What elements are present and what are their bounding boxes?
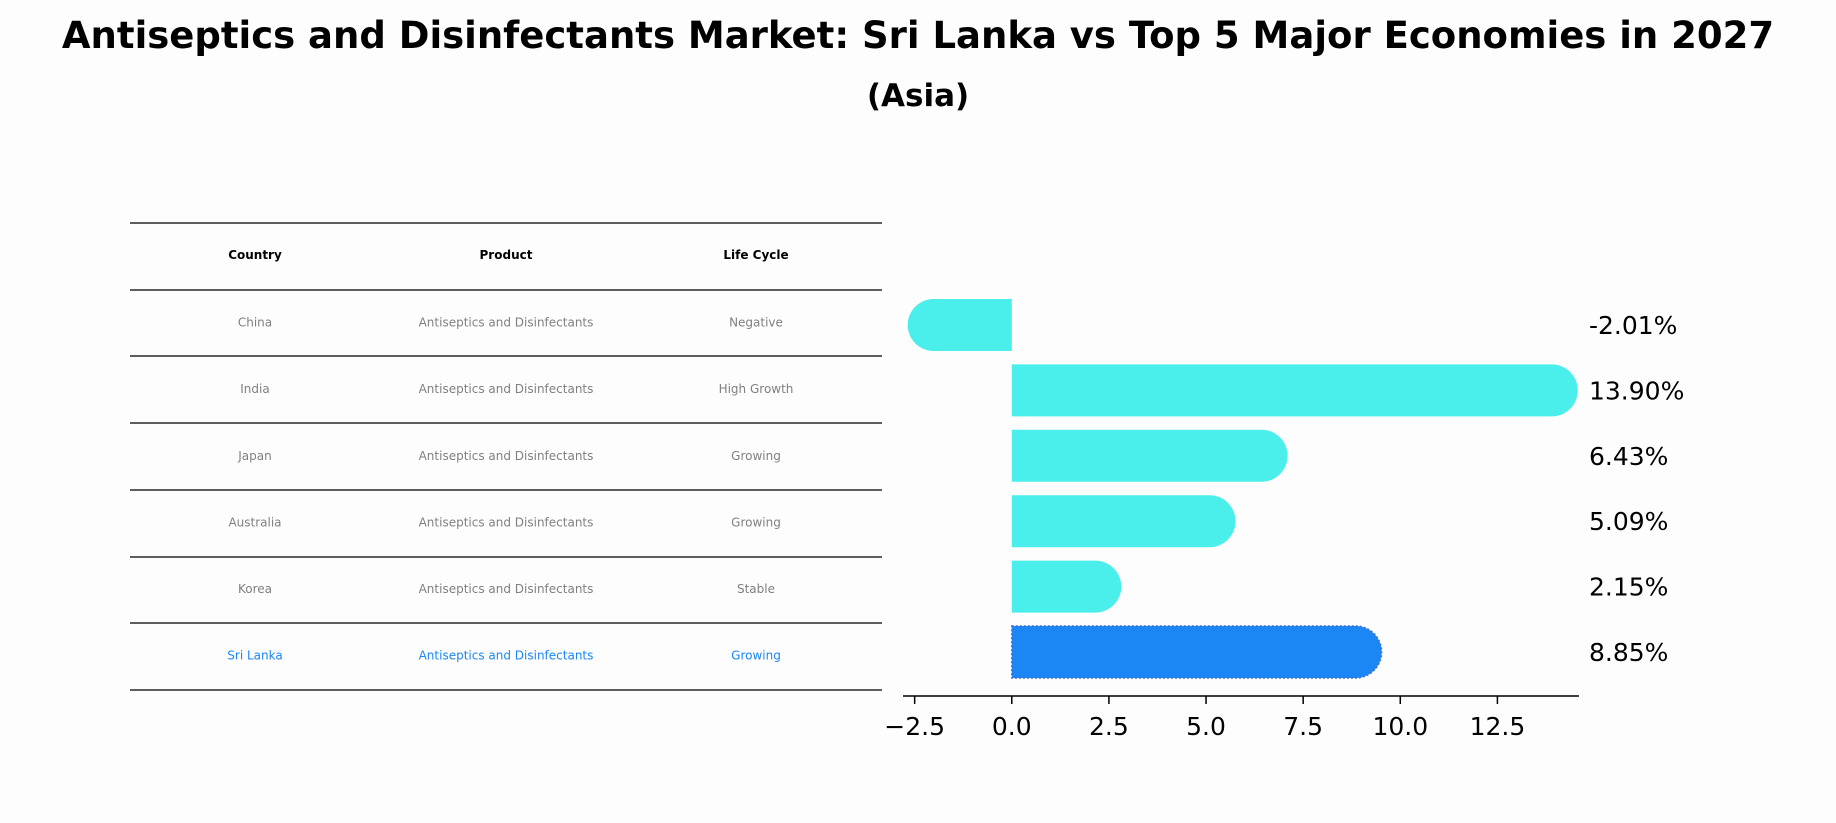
table-cell-country: Sri Lanka xyxy=(227,649,282,663)
data-table: Country Product Life Cycle China Antiseptics… xyxy=(130,222,882,691)
x-tick-label: 7.5 xyxy=(1283,712,1323,741)
table-cell-country: Korea xyxy=(238,582,272,596)
bar-value-label: 2.15% xyxy=(1589,573,1668,602)
x-tick-label: 5.0 xyxy=(1186,712,1226,741)
table-cell-life-cycle: Growing xyxy=(731,449,781,463)
bar-china xyxy=(907,299,1012,351)
country-header: Country xyxy=(228,248,282,262)
bar-value-label: 5.09% xyxy=(1589,507,1668,536)
product-header: Product xyxy=(480,248,533,262)
x-tick-label: 12.5 xyxy=(1470,712,1526,741)
table-cell-country: Australia xyxy=(228,515,281,529)
bar-japan xyxy=(1011,429,1288,482)
bar-korea xyxy=(1011,560,1122,613)
bar-australia xyxy=(1011,495,1236,548)
table-cell-product: Antiseptics and Disinfectants xyxy=(419,582,594,596)
table-cell-country: Japan xyxy=(237,449,271,463)
bar-value-label: 8.85% xyxy=(1589,638,1668,667)
x-tick-label: 0.0 xyxy=(992,712,1032,741)
table-cell-life-cycle: Stable xyxy=(737,582,775,596)
bar-value-label: 13.90% xyxy=(1589,376,1684,405)
table-cell-life-cycle: Growing xyxy=(731,649,781,663)
bar-sri-lanka xyxy=(1011,625,1383,679)
chart-title: Antiseptics and Disinfectants Market: Sr… xyxy=(61,14,1775,57)
table-cell-life-cycle: High Growth xyxy=(719,382,794,396)
x-tick-label: −2.5 xyxy=(884,712,945,741)
table-cell-life-cycle: Negative xyxy=(729,316,783,330)
bar-chart: -2.01% 13.90% 6.43% 5.09% 2.15% 8.85% −2.5 0.0 2… xyxy=(884,299,1684,741)
table-cell-life-cycle: Growing xyxy=(731,515,781,529)
bar-value-label: 6.43% xyxy=(1589,442,1668,471)
table-cell-country: India xyxy=(240,382,269,396)
chart-subtitle: (Asia) xyxy=(866,78,970,114)
bar-value-label: -2.01% xyxy=(1589,311,1677,340)
table-cell-product: Antiseptics and Disinfectants xyxy=(419,382,594,396)
x-tick-label: 2.5 xyxy=(1089,712,1129,741)
table-cell-country: China xyxy=(238,316,272,330)
table-cell-product: Antiseptics and Disinfectants xyxy=(419,649,594,663)
table-cell-product: Antiseptics and Disinfectants xyxy=(419,515,594,529)
x-tick-label: 10.0 xyxy=(1372,712,1428,741)
table-cell-product: Antiseptics and Disinfectants xyxy=(419,316,594,330)
life-cycle-header: Life Cycle xyxy=(723,248,788,262)
bar-india xyxy=(1011,364,1578,417)
table-cell-product: Antiseptics and Disinfectants xyxy=(419,449,594,463)
